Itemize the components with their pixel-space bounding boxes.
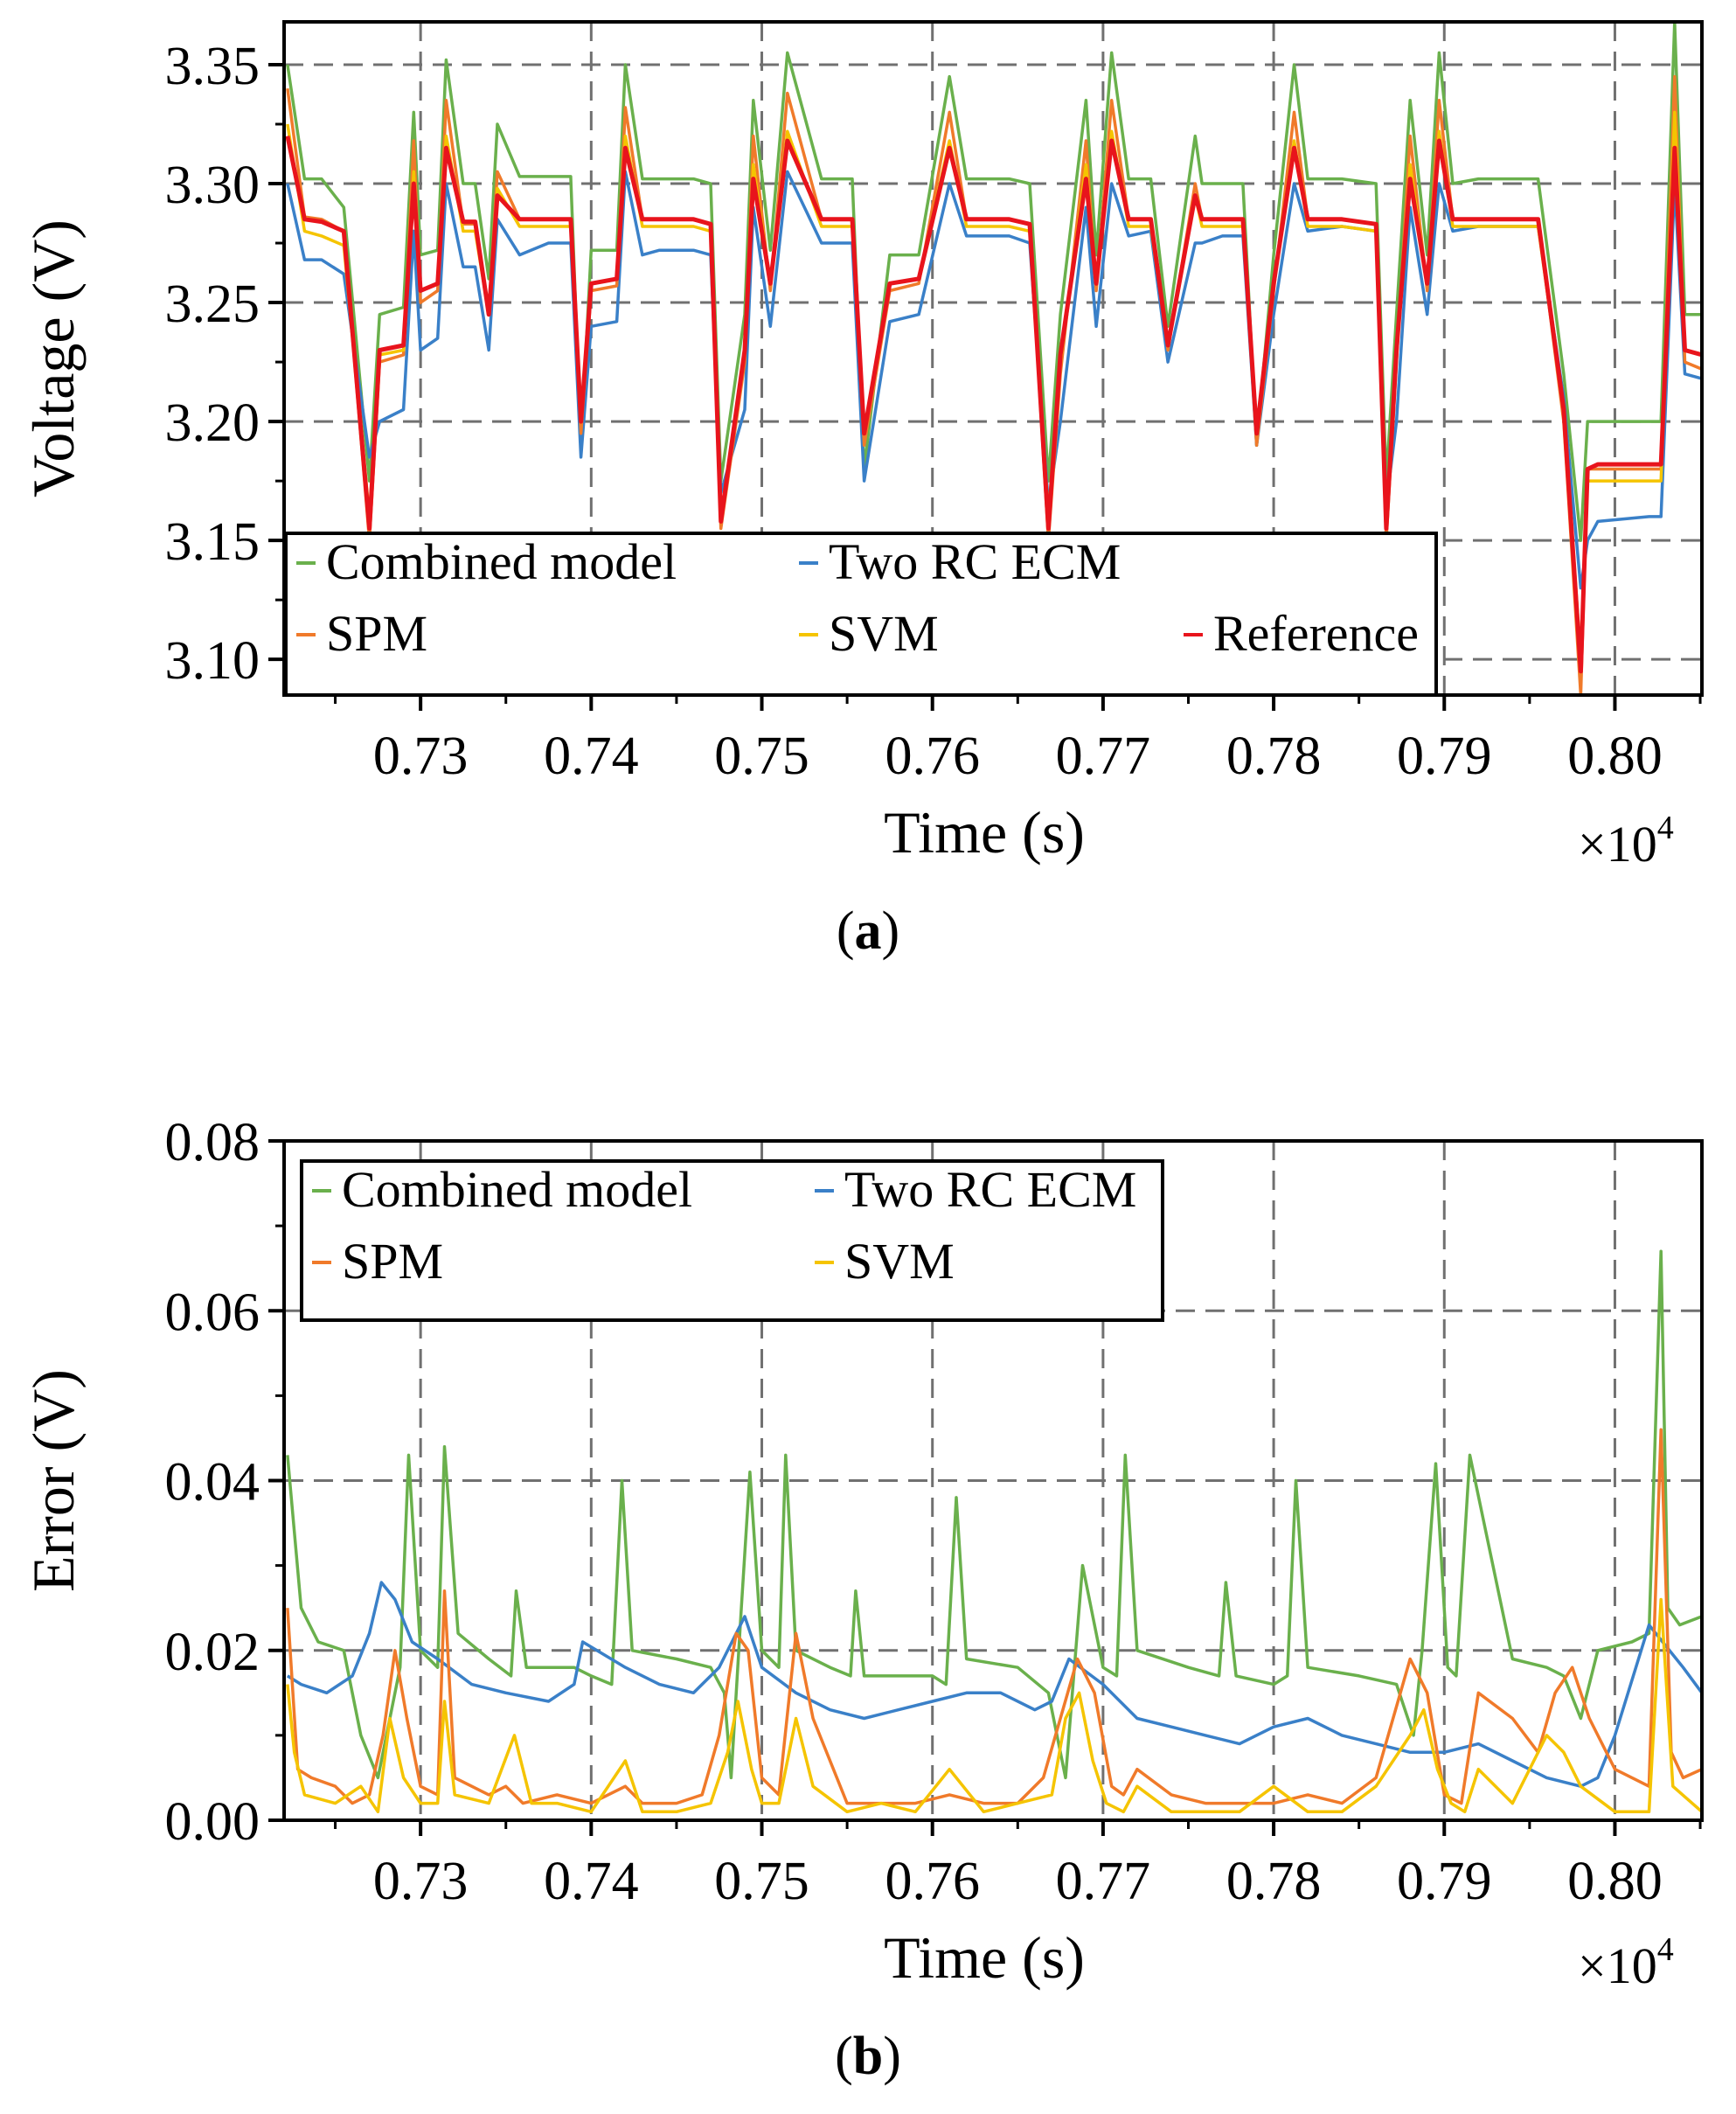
y-tick-label: 0.06 bbox=[165, 1283, 260, 1342]
legend-box bbox=[284, 532, 1438, 697]
series-group bbox=[285, 22, 1702, 695]
x-tick-label: 0.78 bbox=[1226, 727, 1322, 786]
ticks: 0.73 0.74 0.75 0.76 0.77 0.78 0.79 0.80 3.10 3.15… bbox=[165, 37, 1702, 786]
x-tick-label: 0.78 bbox=[1226, 1852, 1322, 1911]
legend: Combined model Two RC ECM SPM SVM bbox=[300, 1159, 1164, 1322]
x-tick-label: 0.77 bbox=[1056, 1852, 1151, 1911]
x-tick-label: 0.79 bbox=[1397, 1852, 1492, 1911]
x-axis-title: Time (s) bbox=[884, 799, 1085, 866]
panel-label: (a) bbox=[837, 901, 899, 961]
panel-label-open: ( bbox=[835, 2027, 853, 2086]
x-multiplier-base: ×10 bbox=[1578, 1937, 1657, 1994]
x-tick-label: 0.80 bbox=[1567, 1852, 1663, 1911]
series-line-combined-model bbox=[286, 22, 1702, 542]
legend-label: Reference bbox=[1213, 605, 1419, 662]
x-tick-label: 0.77 bbox=[1056, 727, 1151, 786]
series-group bbox=[286, 1249, 1702, 1814]
x-tick-label: 0.79 bbox=[1397, 727, 1492, 786]
y-tick-label: 0.00 bbox=[165, 1792, 260, 1852]
y-tick-label: 3.35 bbox=[165, 37, 260, 96]
panel-label-open: ( bbox=[837, 901, 855, 961]
x-tick-label: 0.73 bbox=[373, 727, 469, 786]
legend: Combined model Two RC ECM SPM SVM Reference bbox=[284, 532, 1438, 697]
x-multiplier-exponent: 4 bbox=[1657, 810, 1674, 846]
y-axis-title: Voltage (V) bbox=[20, 219, 87, 497]
x-tick-label: 0.73 bbox=[373, 1852, 469, 1911]
x-multiplier: ×104 bbox=[1578, 810, 1674, 873]
x-tick-label: 0.76 bbox=[885, 1852, 980, 1911]
panel-b-error: 0.73 0.74 0.75 0.76 0.77 0.78 0.79 0.80 0.00 0.02… bbox=[20, 1113, 1704, 2086]
x-tick-label: 0.74 bbox=[544, 1852, 639, 1911]
y-tick-label: 0.02 bbox=[165, 1623, 260, 1682]
y-tick-label: 0.04 bbox=[165, 1453, 260, 1512]
legend-label: SVM bbox=[829, 605, 939, 662]
x-tick-label: 0.80 bbox=[1567, 727, 1663, 786]
x-tick-label: 0.76 bbox=[885, 727, 980, 786]
y-tick-label: 3.25 bbox=[165, 275, 260, 334]
x-axis-title: Time (s) bbox=[884, 1924, 1085, 1991]
legend-label: Two RC ECM bbox=[829, 533, 1121, 590]
panel-a-voltage: 0.73 0.74 0.75 0.76 0.77 0.78 0.79 0.80 3.10 3.15… bbox=[20, 20, 1704, 961]
panel-label: (b) bbox=[835, 2027, 901, 2086]
legend-label: SPM bbox=[326, 605, 427, 662]
y-tick-label: 3.15 bbox=[165, 512, 260, 572]
legend-label: Combined model bbox=[326, 533, 677, 590]
x-tick-label: 0.75 bbox=[714, 1852, 809, 1911]
x-tick-label: 0.75 bbox=[714, 727, 809, 786]
panel-label-close: ) bbox=[882, 901, 900, 961]
series-line-svm bbox=[286, 1597, 1702, 1814]
panel-label-letter: a bbox=[855, 901, 882, 961]
panel-label-close: ) bbox=[883, 2027, 901, 2086]
ticks: 0.73 0.74 0.75 0.76 0.77 0.78 0.79 0.80 0.00 0.02… bbox=[165, 1113, 1702, 1911]
y-axis-title: Error (V) bbox=[20, 1369, 87, 1592]
series-line-combined-model bbox=[286, 1249, 1702, 1780]
y-tick-label: 3.30 bbox=[165, 156, 260, 215]
x-multiplier: ×104 bbox=[1578, 1931, 1674, 1994]
legend-box bbox=[300, 1159, 1164, 1322]
panel-label-letter: b bbox=[853, 2027, 883, 2086]
legend-label: Two RC ECM bbox=[844, 1161, 1136, 1218]
series-line-spm bbox=[286, 1428, 1702, 1805]
series-line-reference bbox=[285, 136, 1702, 674]
y-tick-label: 3.20 bbox=[165, 393, 260, 453]
x-tick-label: 0.74 bbox=[544, 727, 639, 786]
legend-label: Combined model bbox=[342, 1161, 692, 1218]
legend-label: SVM bbox=[844, 1233, 955, 1290]
x-multiplier-exponent: 4 bbox=[1657, 1931, 1674, 1968]
series-line-two-rc-ecm bbox=[286, 170, 1702, 590]
legend-label: SPM bbox=[342, 1233, 443, 1290]
x-multiplier-base: ×10 bbox=[1578, 816, 1657, 873]
grid bbox=[284, 22, 1702, 695]
y-tick-label: 0.08 bbox=[165, 1113, 260, 1172]
y-tick-label: 3.10 bbox=[165, 631, 260, 691]
grid bbox=[284, 1139, 1702, 1822]
